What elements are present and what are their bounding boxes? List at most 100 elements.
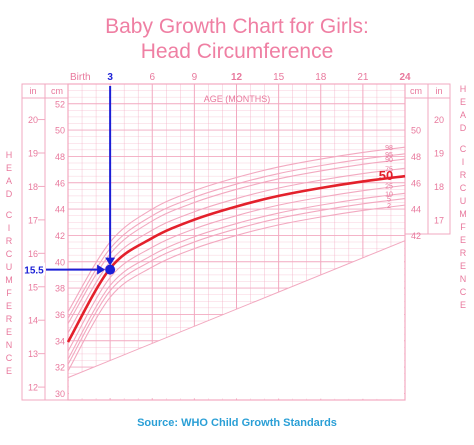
- y-axis-label-left-letter: C: [6, 210, 13, 220]
- y-axis-label-left-letter: N: [6, 340, 13, 350]
- y-axis-label-right-letter: R: [460, 248, 467, 258]
- cm-unit-label: cm: [51, 86, 63, 96]
- right-in-tick-label: 19: [434, 148, 444, 158]
- right-cm-tick-label: 48: [411, 152, 421, 162]
- y-axis-label-left-letter: R: [6, 236, 13, 246]
- percentile-label: 95: [385, 152, 393, 159]
- y-axis-label-right-letter: E: [460, 300, 466, 310]
- x-tick-label: 15: [273, 72, 285, 83]
- percentile-curve-95: [67, 153, 406, 319]
- inch-label-backdrop: [23, 262, 45, 276]
- cm-tick-label: 38: [55, 284, 65, 294]
- cm-tick-label: 52: [55, 99, 65, 109]
- in-tick-label: 14: [28, 316, 38, 326]
- y-axis-label-right-letter: N: [460, 274, 467, 284]
- x-tick-label: 3: [107, 72, 113, 83]
- cm-tick-label: 32: [55, 363, 65, 373]
- right-cm-tick-label: 44: [411, 205, 421, 215]
- lower-mask: [69, 240, 404, 399]
- in-tick-label: 15: [28, 282, 38, 292]
- percentile-curve-2: [67, 204, 406, 372]
- right-in-tick-label: 20: [434, 115, 444, 125]
- cm-tick-label: 42: [55, 231, 65, 241]
- cm-tick-label: 34: [55, 336, 65, 346]
- horizontal-arrowhead: [97, 264, 106, 275]
- cm-tick-label: 44: [55, 205, 65, 215]
- y-axis-label-left-letter: R: [6, 314, 13, 324]
- percentile-curve-5: [67, 198, 406, 365]
- in-tick-label: 12: [28, 383, 38, 393]
- chart-title: Baby Growth Chart for Girls: Head Circum…: [0, 14, 474, 64]
- y-axis-label-right-letter: C: [460, 144, 467, 154]
- y-axis-label-left-letter: E: [6, 327, 12, 337]
- percentile-label: 2: [387, 203, 391, 210]
- percentile-curve-98: [67, 146, 406, 313]
- percentile-label: 90: [385, 157, 393, 164]
- y-axis-label-right-letter: I: [462, 157, 465, 167]
- y-axis-label-left-letter: C: [6, 353, 13, 363]
- measurement-dot: [105, 264, 116, 275]
- right-in-unit-label: in: [435, 86, 442, 96]
- y-axis-label-left-letter: I: [8, 223, 11, 233]
- in-tick-label: 13: [28, 349, 38, 359]
- percentile-curve-90: [67, 158, 406, 324]
- y-axis-label-left-letter: H: [6, 150, 13, 160]
- y-axis-label-right-letter: E: [460, 261, 466, 271]
- x-axis-label: AGE (MONTHS): [204, 94, 271, 104]
- y-axis-label-left-letter: E: [6, 301, 12, 311]
- lower-boundary-line: [67, 240, 406, 379]
- in-tick-label: 18: [28, 182, 38, 192]
- y-axis-label-right-letter: E: [460, 97, 466, 107]
- annotation-layer: 15.5 50: [23, 86, 393, 277]
- x-tick-label: 9: [192, 72, 198, 83]
- percentile-label: 5: [387, 197, 391, 204]
- percentile-curve-50: [66, 174, 406, 343]
- cm-tick-label: 30: [55, 389, 65, 399]
- right-cm-tick-label: 42: [411, 231, 421, 241]
- cm-tick-label: 36: [55, 310, 65, 320]
- grid-layer: [21, 83, 451, 401]
- x-tick-label: Birth: [70, 72, 91, 83]
- cm-tick-label: 48: [55, 152, 65, 162]
- in-tick-label: 16: [28, 249, 38, 259]
- in-unit-label: in: [29, 86, 36, 96]
- x-tick-label: 6: [149, 72, 155, 83]
- y-axis-label-right-letter: D: [460, 123, 467, 133]
- right-cm-tick-label: 46: [411, 178, 421, 188]
- in-tick-label: 20: [28, 115, 38, 125]
- title-line-2: Head Circumference: [140, 40, 334, 63]
- y-axis-label-right-letter: M: [459, 209, 467, 219]
- x-tick-label: 24: [399, 72, 411, 83]
- in-tick-label: 19: [28, 148, 38, 158]
- x-tick-label: 12: [231, 72, 243, 83]
- y-axis-label-left-letter: U: [6, 262, 13, 272]
- percentile-label: 98: [385, 145, 393, 152]
- x-tick-label: 18: [315, 72, 327, 83]
- right-cm-tick-label: 50: [411, 126, 421, 136]
- y-axis-label-left-letter: C: [6, 249, 13, 259]
- cm-tick-label: 50: [55, 126, 65, 136]
- right-in-tick-label: 18: [434, 182, 444, 192]
- y-axis-label-right-letter: C: [460, 287, 467, 297]
- in-tick-label: 17: [28, 215, 38, 225]
- y-axis-label-left-letter: D: [6, 189, 13, 199]
- y-axis-label-left-letter: A: [6, 176, 12, 186]
- vertical-arrowhead: [105, 257, 116, 266]
- title-line-1: Baby Growth Chart for Girls:: [105, 15, 369, 38]
- percentile-label: 10: [385, 191, 393, 198]
- y-axis-label-right-letter: A: [460, 110, 466, 120]
- y-axis-label-right-letter: C: [460, 183, 467, 193]
- y-axis-label-left-letter: E: [6, 366, 12, 376]
- y-axis-label-left-letter: E: [6, 163, 12, 173]
- percentile-curve-25: [67, 184, 406, 352]
- inch-marker-label: 15.5: [24, 266, 44, 277]
- percentile-label: 25: [385, 183, 393, 190]
- x-tick-label: 21: [357, 72, 369, 83]
- median-label: 50: [379, 168, 393, 183]
- y-axis-label-left-letter: F: [6, 288, 12, 298]
- y-axis-label-right-letter: R: [460, 170, 467, 180]
- right-in-tick-label: 17: [434, 215, 444, 225]
- y-axis-label-right-letter: U: [460, 196, 467, 206]
